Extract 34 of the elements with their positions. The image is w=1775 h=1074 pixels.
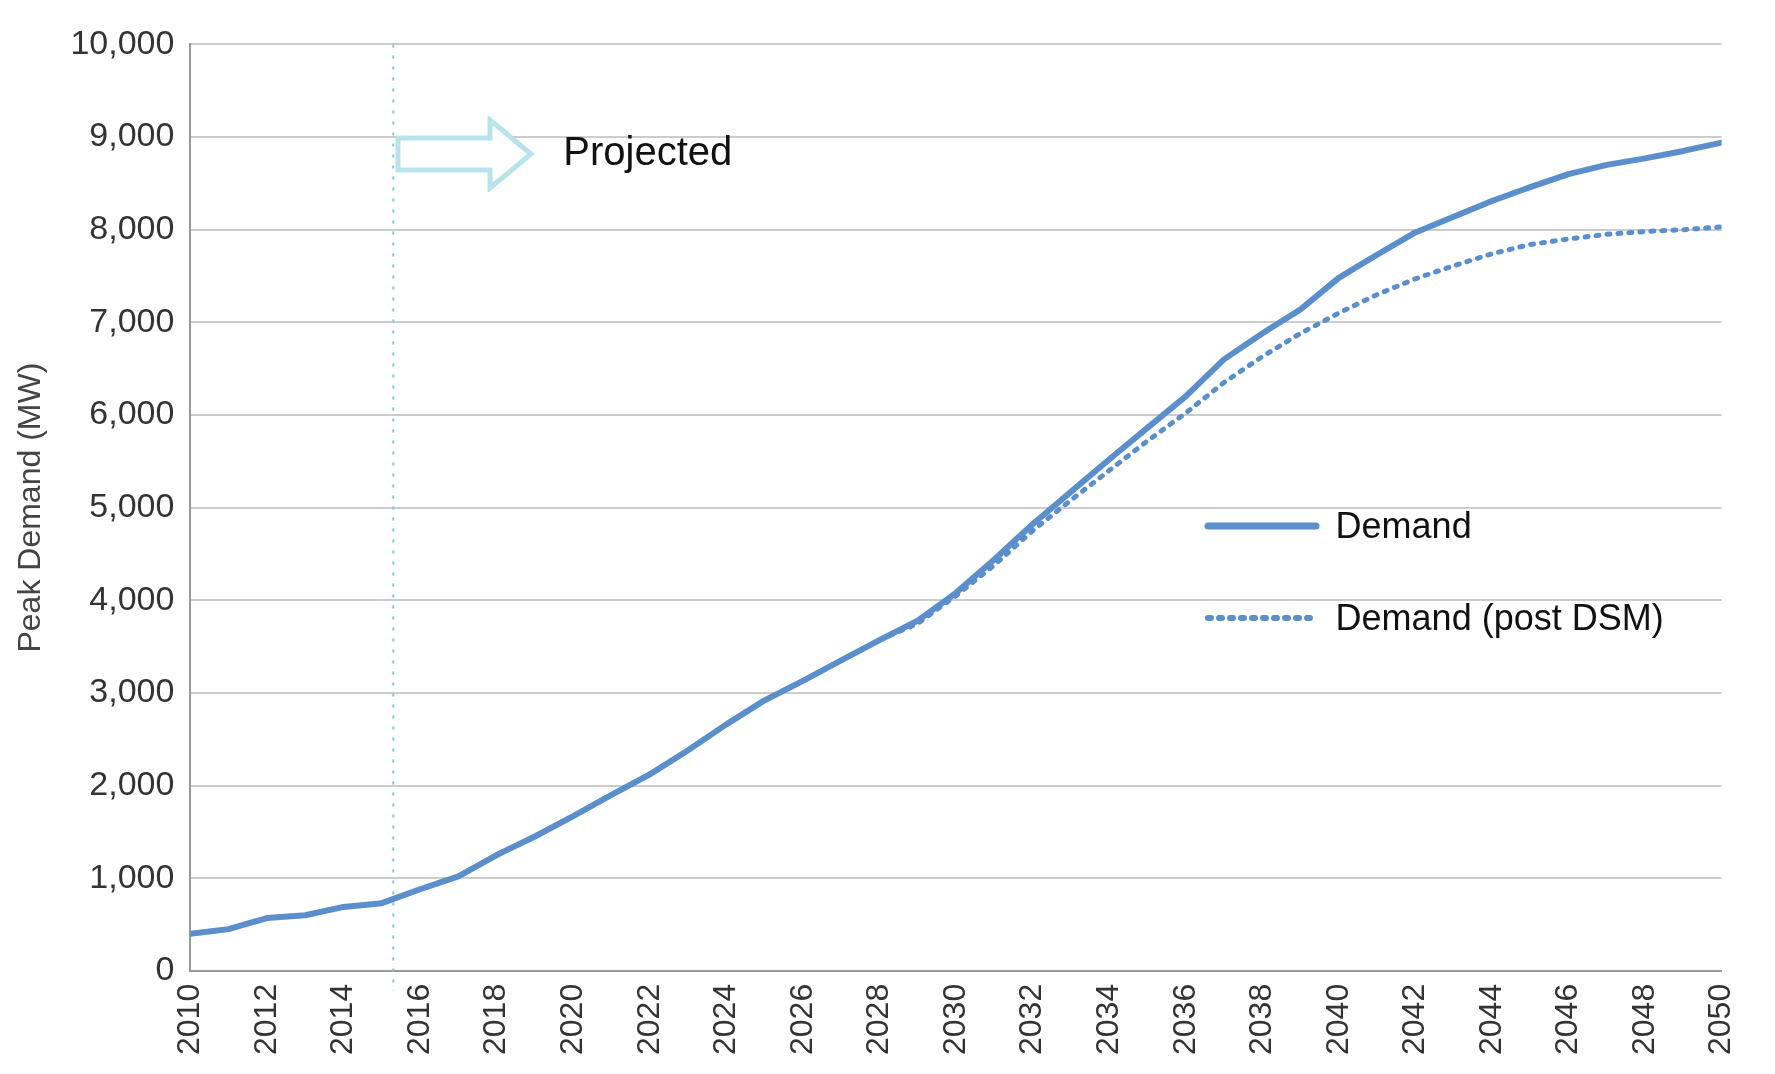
x-tick-label: 2030 <box>935 983 972 1055</box>
x-tick-label: 2036 <box>1165 983 1202 1055</box>
y-tick-label: 10,000 <box>70 22 175 61</box>
y-tick-label: 1,000 <box>89 856 175 895</box>
x-tick-label: 2048 <box>1624 983 1661 1055</box>
x-tick-label: 2018 <box>476 983 513 1055</box>
y-tick-label: 8,000 <box>89 208 175 247</box>
annotation: Projected <box>563 129 733 174</box>
y-tick-label: 2,000 <box>89 763 175 802</box>
x-tick-label: 2040 <box>1318 983 1355 1055</box>
x-tick-label: 2038 <box>1242 983 1279 1055</box>
x-tick-label: 2046 <box>1548 983 1585 1055</box>
x-tick-label: 2044 <box>1471 983 1508 1055</box>
y-tick-label: 5,000 <box>89 485 175 524</box>
y-tick-label: 3,000 <box>89 671 175 710</box>
y-tick-label: 6,000 <box>89 393 175 432</box>
x-tick-label: 2024 <box>706 983 743 1055</box>
x-tick-label: 2022 <box>629 983 666 1055</box>
x-tick-label: 2026 <box>782 983 819 1055</box>
x-tick-label: 2012 <box>246 983 283 1055</box>
x-tick-label: 2042 <box>1395 983 1432 1055</box>
x-tick-label: 2028 <box>859 983 896 1055</box>
y-axis-title: Peak Demand (MW) <box>11 362 48 653</box>
x-tick-label: 2050 <box>1701 983 1738 1055</box>
x-tick-label: 2032 <box>1012 983 1049 1055</box>
y-tick-label: 7,000 <box>89 300 175 339</box>
x-tick-label: 2016 <box>399 983 436 1055</box>
y-tick-label: 4,000 <box>89 578 175 617</box>
x-tick-label: 2034 <box>1088 983 1125 1055</box>
y-tick-label: 9,000 <box>89 115 175 154</box>
x-tick-label: 2020 <box>553 983 590 1055</box>
x-tick-label: 2014 <box>323 983 360 1055</box>
legend-label: Demand (post DSM) <box>1335 596 1664 639</box>
legend-label: Demand <box>1335 504 1472 547</box>
